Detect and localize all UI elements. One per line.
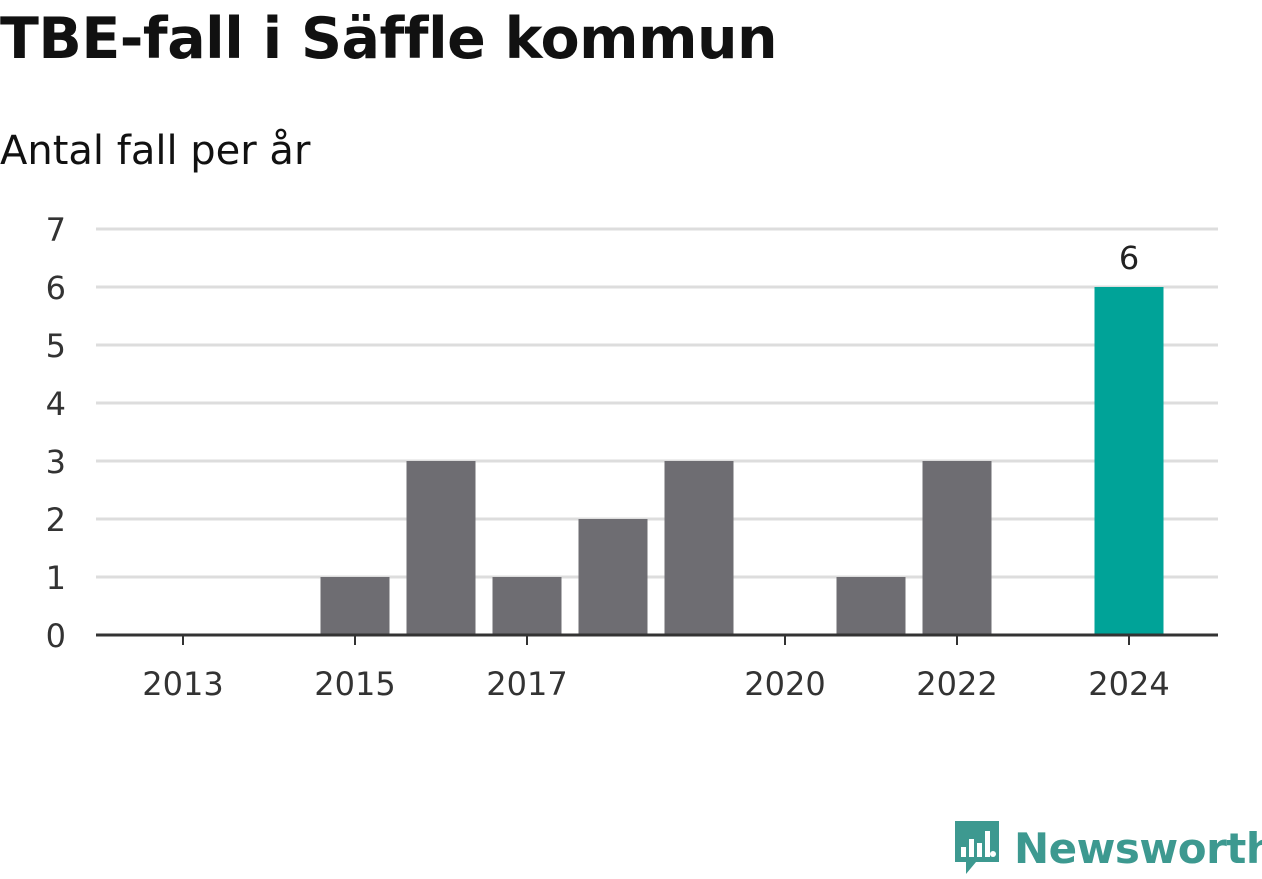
bars: [320, 287, 1164, 635]
data-label-2024: 6: [1119, 239, 1139, 277]
y-tick-label: 2: [46, 501, 66, 539]
x-tick-label: 2020: [744, 665, 825, 703]
bar-2015: [320, 577, 390, 635]
y-tick-label: 3: [46, 443, 66, 481]
bar-2019: [664, 461, 734, 635]
y-tick-label: 7: [46, 211, 66, 249]
newsworthy-chart-bubble-icon: [955, 821, 999, 874]
bar-2017: [492, 577, 562, 635]
y-tick-label: 5: [46, 327, 66, 365]
bar-2022: [922, 461, 992, 635]
bar-2021: [836, 577, 906, 635]
x-tick-label: 2015: [314, 665, 395, 703]
y-tick-label: 4: [46, 385, 66, 423]
y-tick-label: 1: [46, 559, 66, 597]
bar-2024: [1094, 287, 1164, 635]
y-tick-label: 0: [46, 617, 66, 655]
newsworthy-brand: Newsworthy: [952, 818, 1262, 878]
y-axis-ticks: 0 1 2 3 4 5 6 7: [46, 211, 66, 655]
data-labels: 6: [1119, 239, 1139, 277]
y-tick-label: 6: [46, 269, 66, 307]
bar-2018: [578, 519, 648, 635]
brand-name: Newsworthy: [1014, 823, 1262, 873]
x-tick-label: 2013: [142, 665, 223, 703]
chart-subtitle: Antal fall per år: [0, 128, 311, 174]
x-axis-ticks: 2013 2015 2017 2020 2022 2024: [142, 635, 1170, 703]
x-tick-label: 2017: [486, 665, 567, 703]
chart-title: TBE-fall i Säffle kommun: [0, 6, 778, 72]
bar-2016: [406, 461, 476, 635]
x-tick-label: 2024: [1088, 665, 1169, 703]
x-tick-label: 2022: [916, 665, 997, 703]
gridlines: [96, 227, 1218, 579]
